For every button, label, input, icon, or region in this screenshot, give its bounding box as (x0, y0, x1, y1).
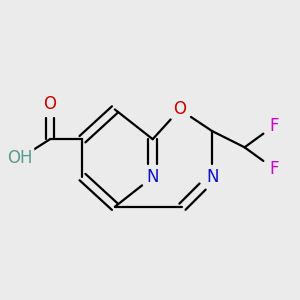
Text: F: F (269, 117, 279, 135)
Text: OH: OH (8, 149, 33, 167)
Text: O: O (173, 100, 186, 118)
Text: N: N (146, 168, 159, 186)
Text: F: F (269, 160, 279, 178)
Text: N: N (206, 168, 218, 186)
Text: O: O (44, 95, 56, 113)
